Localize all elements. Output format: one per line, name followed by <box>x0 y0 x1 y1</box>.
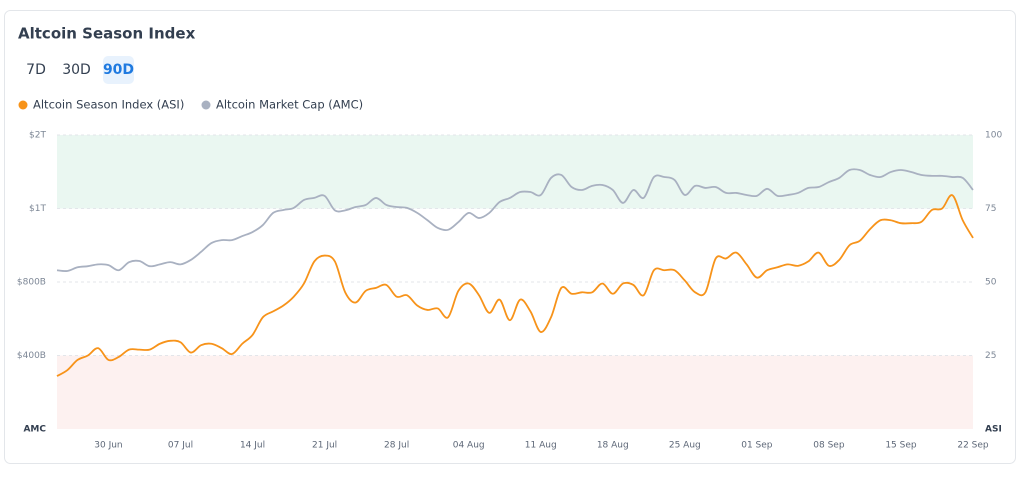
x-tick-label: 15 Sep <box>885 441 917 451</box>
x-tick-label: 07 Jul <box>168 441 193 451</box>
range-button[interactable]: 90D <box>103 62 134 78</box>
x-tick-label: 18 Aug <box>597 441 629 451</box>
range-button-bg[interactable] <box>103 56 134 84</box>
y-axis-label: ASI <box>985 425 1002 435</box>
y-tick-label: 75 <box>985 204 996 214</box>
y-tick-label: 50 <box>985 278 997 288</box>
x-tick-label: 28 Jul <box>384 441 409 451</box>
x-tick-label: 21 Jul <box>312 441 337 451</box>
y2-tick-label: $800B <box>17 278 46 288</box>
x-tick-label: 04 Aug <box>453 441 485 451</box>
x-tick-label: 14 Jul <box>240 441 265 451</box>
zone <box>57 135 973 209</box>
x-tick-label: 01 Sep <box>741 441 773 451</box>
card <box>4 10 1016 464</box>
series-line <box>56 168 974 272</box>
zone <box>57 355 973 429</box>
x-tick-label: 25 Aug <box>669 441 701 451</box>
y-tick-label: 25 <box>985 351 996 361</box>
y2-tick-label: $400B <box>17 351 46 361</box>
legend-dot <box>201 100 211 110</box>
y2-axis-label: AMC <box>23 425 46 435</box>
title: Altcoin Season Index <box>18 25 196 43</box>
legend-label: Altcoin Season Index (ASI) <box>33 98 184 112</box>
range-button[interactable]: 7D <box>26 62 46 78</box>
x-tick-label: 11 Aug <box>525 441 557 451</box>
legend-dot <box>18 100 28 110</box>
x-tick-label: 22 Sep <box>957 441 989 451</box>
x-tick-label: 08 Sep <box>813 441 845 451</box>
legend-label: Altcoin Market Cap (AMC) <box>216 98 363 112</box>
y2-tick-label: $1T <box>29 204 46 214</box>
x-tick-label: 30 Jun <box>94 441 122 451</box>
y-tick-label: 100 <box>985 131 1002 141</box>
range-button[interactable]: 30D <box>62 62 91 78</box>
y2-tick-label: $2T <box>29 131 46 141</box>
series-line <box>56 194 974 377</box>
